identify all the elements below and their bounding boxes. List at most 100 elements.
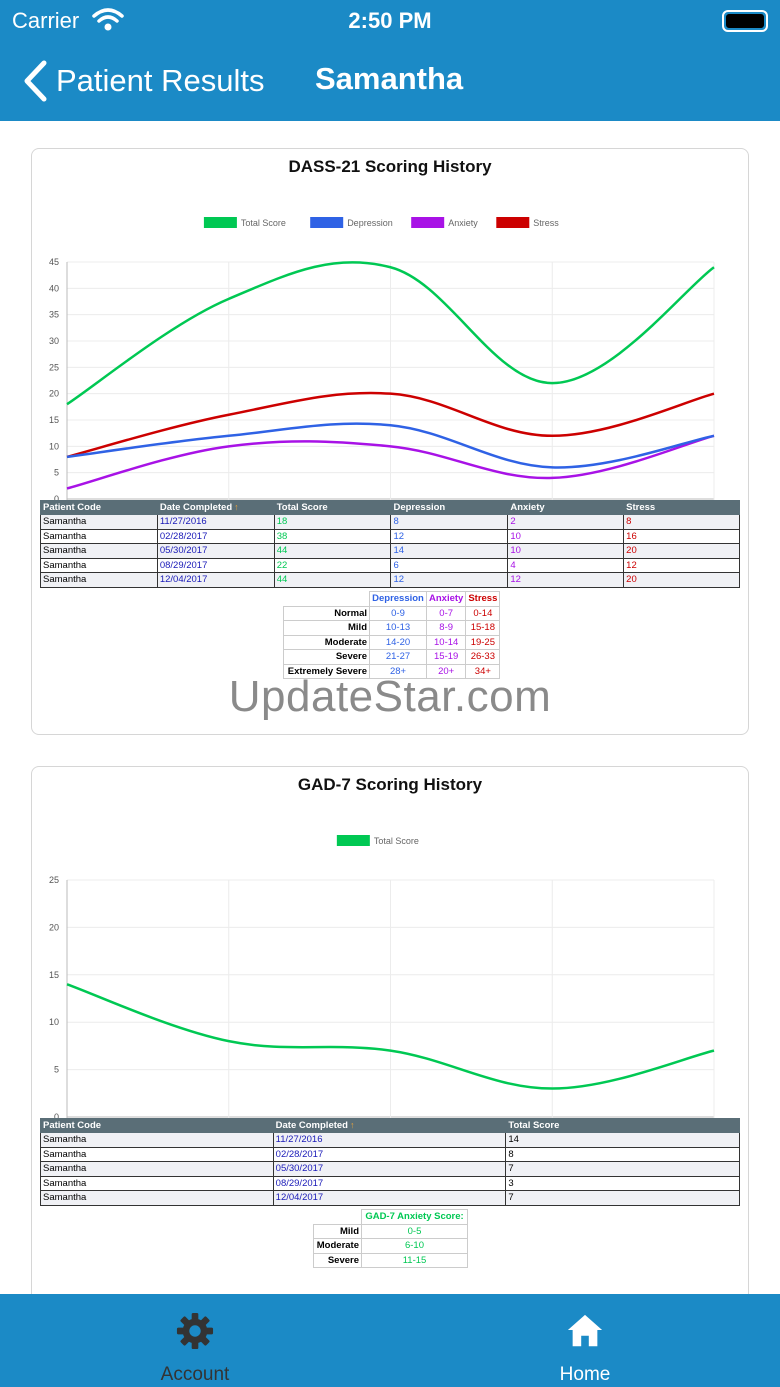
table-cell: 8 <box>390 514 509 530</box>
gad-chart-title: GAD-7 Scoring History <box>297 775 483 794</box>
table-cell: Samantha <box>40 1190 274 1206</box>
table-row: Samantha 08/29/2017 22 6 4 12 <box>40 557 740 573</box>
sort-up-icon: ↑ <box>234 502 239 512</box>
table-row: Samantha 05/30/2017 7 <box>40 1161 740 1177</box>
table-row: Samantha 05/30/2017 44 14 10 20 <box>40 543 740 559</box>
severity-range: 10-14 <box>425 634 467 650</box>
table-row: Samantha 12/04/2017 7 <box>40 1190 740 1206</box>
y-tick-label: 40 <box>49 283 59 293</box>
col-date-completed[interactable]: Date Completed ↑ <box>272 1118 507 1133</box>
legend-swatch <box>203 217 237 228</box>
sev-col-stress: Stress <box>465 591 501 607</box>
col-total-score[interactable]: Total Score <box>505 1118 740 1133</box>
table-cell: 12 <box>507 572 625 588</box>
table-row: Samantha 08/29/2017 3 <box>40 1175 740 1191</box>
gad-severity-table: GAD-7 Anxiety Score: Mild 0-5 Moderate 6-10… <box>313 1209 468 1268</box>
table-cell: 8 <box>623 514 740 530</box>
table-cell: 38 <box>273 528 392 544</box>
nav-bar: Patient Results Samantha <box>0 56 780 106</box>
y-tick-label: 25 <box>49 875 59 885</box>
table-cell: 2 <box>507 514 625 530</box>
table-cell: 7 <box>505 1190 740 1206</box>
table-cell: 14 <box>505 1132 740 1148</box>
page-title: Samantha <box>315 61 464 96</box>
tab-home[interactable]: Home <box>390 1294 780 1387</box>
legend-label: Total Score <box>241 218 286 228</box>
tab-home-label: Home <box>559 1364 611 1385</box>
col-patient-code[interactable]: Patient Code <box>40 500 158 515</box>
severity-range: 10-13 <box>369 620 427 636</box>
table-cell: Samantha <box>40 543 158 559</box>
col-depression[interactable]: Depression <box>390 500 509 515</box>
legend-label: Anxiety <box>448 218 478 228</box>
dass-line-chart: Total Score Depression Anxiety Stress051015… <box>45 217 737 518</box>
y-tick-label: 30 <box>49 336 59 346</box>
sev-col-anxiety: Anxiety <box>425 591 467 607</box>
y-tick-label: 20 <box>49 389 59 399</box>
table-cell: 7 <box>505 1161 740 1177</box>
severity-row: Normal 0-9 0-7 0-14 <box>283 605 501 621</box>
y-tick-label: 15 <box>49 415 59 425</box>
table-cell: 10 <box>507 543 625 559</box>
legend-swatch <box>310 217 344 228</box>
severity-label: Mild <box>313 1223 362 1239</box>
table-cell: Samantha <box>40 557 158 573</box>
y-tick-label: 45 <box>49 257 59 267</box>
severity-range: 14-20 <box>369 634 427 650</box>
gear-icon <box>176 1312 214 1350</box>
table-cell: 20 <box>623 572 740 588</box>
table-row: Samantha 02/28/2017 8 <box>40 1146 740 1162</box>
y-tick-label: 35 <box>49 310 59 320</box>
series-line-total-score <box>66 983 715 1090</box>
severity-range: 20+ <box>425 663 467 679</box>
results-scroll-view[interactable]: DASS-21 Scoring History Total Score Depre… <box>0 121 780 1294</box>
tab-account[interactable]: Account <box>0 1294 390 1387</box>
table-cell: 10 <box>507 528 625 544</box>
severity-row: Extremely Severe 28+ 20+ 34+ <box>283 663 501 679</box>
app-header: Carrier 2:50 PM Patient Results Samantha <box>0 0 780 121</box>
severity-row: Severe 11-15 <box>313 1252 468 1268</box>
sev-col-depression: Depression <box>369 591 427 607</box>
back-label: Patient Results <box>56 63 265 98</box>
col-stress[interactable]: Stress <box>623 500 740 515</box>
series-line-anxiety <box>66 434 715 490</box>
col-patient-code[interactable]: Patient Code <box>40 1118 274 1133</box>
col-date-completed[interactable]: Date Completed ↑ <box>156 500 275 515</box>
y-tick-label: 0 <box>54 1112 59 1122</box>
severity-range: 6-10 <box>361 1238 468 1254</box>
table-cell: 05/30/2017 <box>156 543 275 559</box>
table-cell: 08/29/2017 <box>156 557 275 573</box>
chevron-left-icon <box>24 60 47 102</box>
table-cell: 12 <box>623 557 740 573</box>
y-tick-label: 10 <box>49 1017 59 1027</box>
home-icon <box>567 1314 603 1347</box>
dass-chart-title: DASS-21 Scoring History <box>288 157 492 176</box>
sort-up-icon: ↑ <box>349 1120 355 1130</box>
back-button[interactable]: Patient Results <box>22 56 265 106</box>
y-tick-label: 10 <box>49 441 59 451</box>
table-row: Samantha 02/28/2017 38 12 10 16 <box>40 528 740 544</box>
severity-range: 0-14 <box>465 605 501 621</box>
severity-label: Extremely Severe <box>283 663 370 679</box>
series-line-depression <box>66 422 715 469</box>
status-bar: Carrier 2:50 PM <box>0 6 780 36</box>
col-total-score[interactable]: Total Score <box>273 500 392 515</box>
table-cell: 12 <box>390 528 509 544</box>
severity-range: 0-5 <box>361 1223 468 1239</box>
legend-swatch <box>336 835 370 846</box>
tab-bar: Account Home <box>0 1294 780 1387</box>
legend-swatch <box>411 217 445 228</box>
gad-card: GAD-7 Scoring History Total Score 0 5 10 15 2… <box>31 766 749 1294</box>
table-cell: 44 <box>273 572 392 588</box>
tab-account-label: Account <box>160 1364 230 1385</box>
severity-range: 8-9 <box>425 620 467 636</box>
legend-label: Stress <box>533 218 559 228</box>
y-tick-label: 20 <box>49 922 59 932</box>
table-cell: 12 <box>390 572 509 588</box>
legend-label: Total Score <box>374 836 419 846</box>
table-cell: 12/04/2017 <box>272 1190 507 1206</box>
table-cell: 05/30/2017 <box>272 1161 507 1177</box>
severity-label: Severe <box>283 649 370 665</box>
table-row: Samantha 12/04/2017 44 12 12 20 <box>40 572 740 588</box>
col-anxiety[interactable]: Anxiety <box>507 500 625 515</box>
